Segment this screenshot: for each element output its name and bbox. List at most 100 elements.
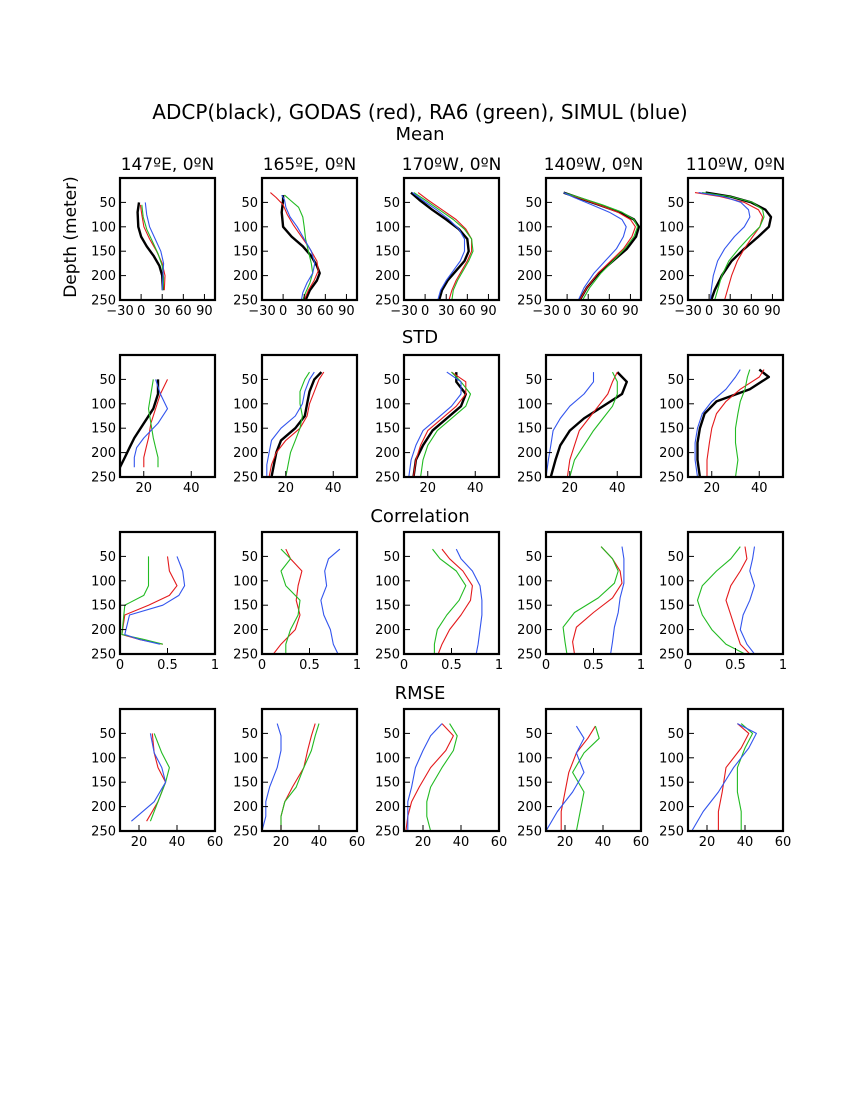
panel-mean-2: 50 100 150 200 250−30 0 30 60 90 [233, 176, 359, 319]
series-line-adcp [549, 371, 628, 477]
column-title: 165ºE, 0ºN [263, 155, 357, 175]
series-line-simul [131, 733, 167, 822]
row-title-correlation: Correlation [370, 506, 469, 527]
y-tick-label: 100 [375, 751, 400, 766]
x-tick-label: 40 [311, 835, 328, 850]
y-tick-label: 50 [383, 727, 400, 742]
series-line-godas [563, 192, 636, 300]
series-line-simul [610, 546, 625, 654]
series-line-ra6 [569, 371, 618, 477]
y-tick-label: 50 [667, 550, 684, 565]
series-line-adcp [280, 195, 321, 300]
series-line-simul [563, 192, 627, 300]
series-line-ra6 [702, 192, 765, 300]
x-tick-label: 0 [116, 658, 124, 673]
x-tick-label: 30 [580, 304, 597, 319]
y-tick-label: 150 [659, 776, 684, 791]
series-line-godas [143, 379, 168, 468]
series-line-godas [560, 725, 596, 831]
y-tick-label: 250 [659, 825, 684, 840]
x-tick-label: 30 [722, 304, 739, 319]
series-line-ra6 [284, 194, 314, 300]
y-tick-label: 50 [99, 373, 116, 388]
y-tick-label: 50 [383, 196, 400, 211]
plot-frame [544, 530, 643, 656]
x-tick-label: 1 [211, 658, 219, 673]
x-tick-label: 60 [601, 304, 618, 319]
x-tick-label: 1 [353, 658, 361, 673]
panel-rmse-2: 50 100 150 200 250 20 40 60 [233, 707, 366, 850]
series-line-godas [412, 371, 467, 477]
y-tick-label: 200 [375, 269, 400, 284]
series-line-ra6 [736, 723, 754, 831]
plot-frame [686, 353, 785, 479]
y-tick-label: 50 [241, 727, 258, 742]
y-tick-label: 150 [375, 776, 400, 791]
x-tick-label: −30 [674, 304, 701, 319]
series-line-godas [566, 371, 618, 477]
series-line-ra6 [562, 546, 619, 654]
y-tick-label: 50 [383, 550, 400, 565]
y-tick-label: 250 [375, 471, 400, 486]
series-line-ra6 [285, 371, 310, 477]
row-titles: Mean STD Correlation RMSE [370, 124, 469, 704]
x-tick-label: 0.5 [725, 658, 746, 673]
y-tick-label: 100 [517, 574, 542, 589]
series-line-simul [546, 372, 595, 477]
y-tick-label: 100 [91, 397, 116, 412]
series-line-ra6 [734, 369, 751, 477]
x-tick-label: 60 [207, 835, 224, 850]
x-tick-label: 90 [622, 304, 639, 319]
series-line-simul [412, 192, 466, 300]
series-line-godas [405, 723, 454, 831]
y-tick-label: 200 [659, 800, 684, 815]
series-line-simul [124, 556, 186, 645]
y-tick-label: 50 [241, 196, 258, 211]
x-tick-label: 0 [542, 658, 550, 673]
series-line-ra6 [420, 371, 472, 477]
y-tick-label: 200 [517, 446, 542, 461]
y-tick-label: 50 [99, 196, 116, 211]
column-title: 110ºW, 0ºN [686, 155, 786, 175]
x-tick-label: −30 [248, 304, 275, 319]
y-tick-label: 200 [375, 800, 400, 815]
series-line-godas [725, 546, 751, 654]
series-line-godas [572, 546, 623, 654]
y-tick-label: 250 [659, 648, 684, 663]
y-tick-label: 150 [91, 422, 116, 437]
y-tick-label: 50 [525, 196, 542, 211]
panel-mean-4: 50 100 150 200 250−30 0 30 60 90 [517, 176, 643, 319]
y-tick-label: 150 [517, 776, 542, 791]
x-tick-label: 0 [258, 658, 266, 673]
plot-frame [118, 176, 217, 302]
panel-rmse-5: 50 100 150 200 250 20 40 60 [659, 707, 791, 850]
y-tick-label: 150 [517, 245, 542, 260]
series-line-adcp [270, 371, 323, 477]
x-tick-label: 60 [349, 835, 366, 850]
panel-std-4: 50 100 150 200 250 20 40 [517, 353, 643, 496]
panel-mean-5: 50 100 150 200 250−30 0 30 60 90 [659, 176, 785, 319]
panel-mean-1: 50 100 150 200 250−30 0 30 60 90 [91, 176, 217, 319]
series-line-simul [262, 723, 282, 831]
plot-frame [118, 353, 217, 479]
x-tick-label: 90 [196, 304, 213, 319]
x-tick-label: 40 [169, 835, 186, 850]
y-tick-label: 250 [375, 294, 400, 309]
column-titles: 147ºE, 0ºN 165ºE, 0ºN 170ºW, 0ºN 140ºW, 0ºN… [121, 155, 786, 175]
y-axis-label: Depth (meter) [61, 176, 81, 298]
figure-title: ADCP(black), GODAS (red), RA6 (green), S… [152, 100, 687, 124]
y-tick-label: 250 [517, 471, 542, 486]
column-title: 147ºE, 0ºN [121, 155, 215, 175]
x-tick-label: 40 [595, 835, 612, 850]
y-tick-label: 150 [517, 422, 542, 437]
series-line-godas [270, 192, 319, 300]
y-tick-label: 150 [375, 245, 400, 260]
plot-frame [686, 707, 785, 833]
x-tick-label: 20 [703, 481, 720, 496]
y-tick-label: 50 [99, 550, 116, 565]
x-tick-label: 0 [421, 304, 429, 319]
y-tick-label: 50 [525, 373, 542, 388]
